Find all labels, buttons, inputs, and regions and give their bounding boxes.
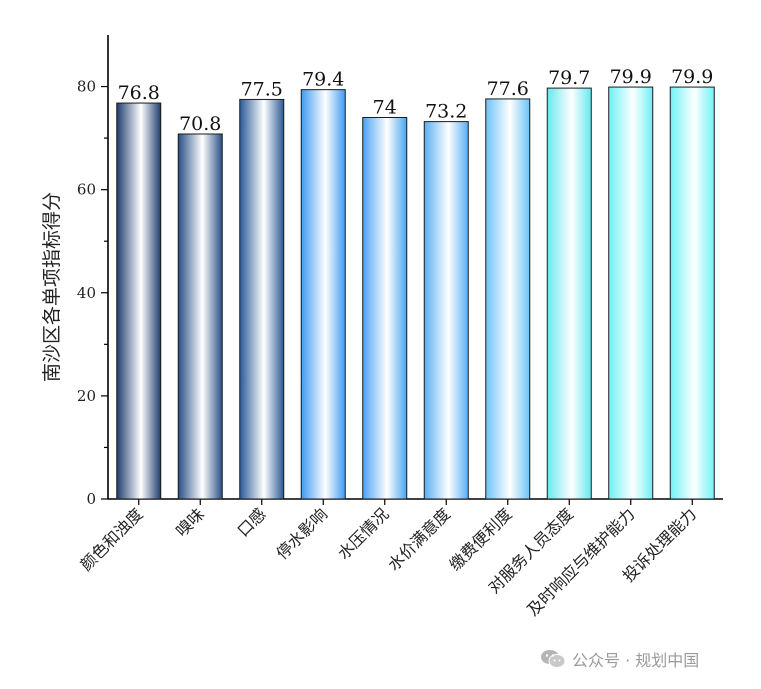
data-label: 77.5 — [241, 78, 283, 100]
data-label: 77.6 — [487, 78, 529, 100]
bar — [362, 116, 408, 500]
x-tick-labels: 颜色和浊度 嗅味 口感 停水影响 水压情况水价满意度缴费便利度对服务人员态度及时响应与维… — [77, 504, 701, 619]
data-label: 74 — [373, 96, 397, 118]
data-label: 73.2 — [425, 101, 467, 123]
y-tick-label: 60 — [77, 181, 96, 199]
bar — [116, 102, 162, 500]
y-tick-label: 80 — [77, 78, 96, 96]
bar — [423, 121, 469, 500]
x-tick-label: 口感 — [234, 504, 270, 540]
y-tick-label: 40 — [77, 284, 96, 302]
y-axis-label: 南沙区各单项指标得分 — [41, 192, 63, 382]
data-label: 70.8 — [179, 113, 221, 135]
watermark-text: 公众号 · 规划中国 — [572, 651, 700, 670]
data-label: 76.8 — [118, 82, 160, 104]
x-tick-label: 停水影响 — [272, 504, 331, 563]
x-tick-label: 水价满意度 — [384, 504, 454, 574]
data-label: 79.9 — [610, 66, 652, 88]
bar — [669, 86, 715, 500]
bar — [608, 86, 654, 500]
bar — [239, 98, 285, 500]
x-tick-label: 水压情况 — [334, 504, 393, 563]
bar — [300, 89, 346, 500]
x-tick-label: 嗅味 — [172, 504, 208, 540]
data-label: 79.7 — [548, 67, 590, 89]
data-label: 79.4 — [302, 69, 344, 91]
y-tick-label: 20 — [77, 387, 96, 405]
bars — [116, 86, 715, 500]
y-tick-label: 0 — [86, 490, 96, 508]
data-labels: 76.8 70.8 77.5 79.4 74 73.2 77.6 79.7 79.9 79.9 — [118, 66, 714, 135]
x-tick-label: 颜色和浊度 — [77, 504, 147, 574]
bar — [485, 98, 531, 500]
data-label: 79.9 — [671, 66, 713, 88]
watermark: 公众号 · 规划中国 — [540, 647, 699, 671]
bar — [546, 87, 592, 500]
wechat-icon — [541, 650, 566, 668]
bar — [177, 133, 223, 500]
x-tick-label: 及时响应与维护能力 — [523, 504, 638, 619]
